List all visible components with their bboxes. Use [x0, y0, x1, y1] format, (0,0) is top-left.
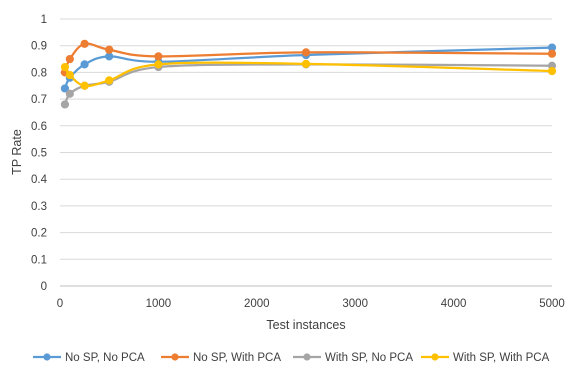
- legend-label: With SP, No PCA: [325, 352, 413, 364]
- legend-item: No SP, No PCA: [33, 352, 145, 364]
- x-tick-label: 5000: [539, 298, 565, 310]
- x-tick-label: 4000: [441, 298, 467, 310]
- legend-item: With SP, No PCA: [293, 352, 413, 364]
- legend: No SP, No PCA No SP, With PCA With SP, No …: [33, 352, 550, 364]
- x-tick-label: 1000: [146, 298, 172, 310]
- y-tick-label: 1: [41, 14, 47, 26]
- x-tick-label: 3000: [342, 298, 368, 310]
- legend-item: No SP, With PCA: [161, 352, 281, 364]
- y-tick-label: 0.7: [31, 94, 47, 106]
- y-tick-label: 0.8: [31, 67, 47, 79]
- data-point: [547, 49, 557, 58]
- axes: 0 0.1 0.2 0.3 0.4 0.5 0.6 0.7 0.8 0.9 1 0 1000 2000 30…: [31, 14, 565, 310]
- legend-swatch-marker: [431, 353, 439, 361]
- legend-item: With SP, With PCA: [421, 352, 550, 364]
- data-point: [60, 62, 70, 72]
- data-point: [154, 60, 163, 69]
- series-line: [63, 63, 554, 106]
- y-tick-label: 0.6: [31, 121, 47, 133]
- legend-swatch-marker: [303, 353, 311, 361]
- gridlines: [60, 18, 552, 260]
- data-point: [105, 45, 114, 54]
- data-point: [65, 70, 74, 80]
- data-point: [301, 48, 311, 57]
- y-tick-label: 0.2: [31, 228, 47, 240]
- y-tick-label: 0: [41, 281, 47, 293]
- y-tick-label: 0.4: [31, 174, 48, 186]
- data-point: [65, 89, 74, 98]
- y-tick-label: 0.1: [31, 254, 47, 266]
- y-tick-label: 0.5: [31, 148, 47, 160]
- x-axis-title: Test instances: [266, 318, 345, 332]
- legend-label: No SP, With PCA: [193, 352, 281, 364]
- series-layer: [60, 39, 557, 109]
- x-tick-label: 0: [57, 298, 63, 310]
- x-tick-label: 2000: [244, 298, 270, 310]
- data-point: [65, 54, 74, 64]
- data-point: [80, 81, 89, 90]
- data-point: [60, 100, 70, 109]
- legend-label: With SP, With PCA: [453, 352, 550, 364]
- data-point: [301, 59, 311, 68]
- series-2: [60, 39, 557, 77]
- y-axis-title: TP Rate: [10, 129, 24, 175]
- y-tick-label: 0.3: [31, 201, 47, 213]
- data-point: [80, 39, 89, 48]
- series-4: [60, 59, 557, 90]
- legend-swatch-marker: [43, 353, 51, 361]
- legend-label: No SP, No PCA: [65, 352, 145, 364]
- data-point: [80, 60, 89, 69]
- data-point: [105, 76, 114, 85]
- data-point: [547, 66, 557, 76]
- data-point: [154, 52, 163, 61]
- y-tick-label: 0.9: [31, 41, 47, 53]
- legend-swatch-marker: [171, 353, 179, 361]
- data-point: [105, 52, 114, 61]
- data-point: [60, 84, 70, 93]
